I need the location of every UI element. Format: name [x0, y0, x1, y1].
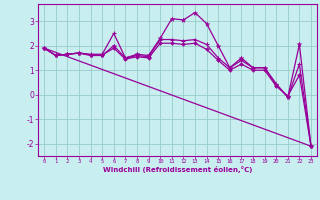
X-axis label: Windchill (Refroidissement éolien,°C): Windchill (Refroidissement éolien,°C): [103, 166, 252, 173]
